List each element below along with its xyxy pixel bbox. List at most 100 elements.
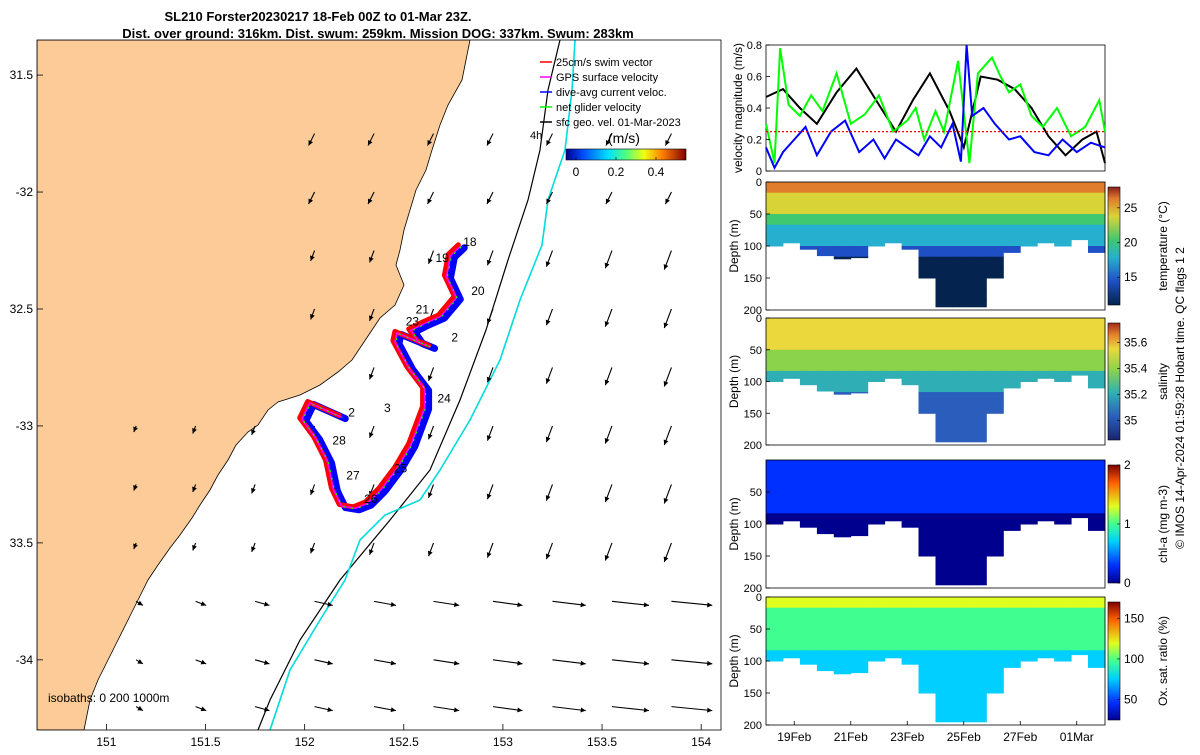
velocity-line: [765, 48, 1106, 164]
section-cell: [1071, 607, 1089, 619]
section-cell: [969, 349, 987, 361]
section-cell: [1003, 481, 1021, 493]
surface-vector-head: [486, 318, 492, 324]
section-cell: [986, 203, 1004, 215]
section-cell: [1088, 182, 1106, 194]
time-tick-label: 01Mar: [1060, 730, 1094, 744]
section-cell: [884, 629, 902, 641]
surface-vector-head: [663, 381, 669, 387]
section-cell: [833, 381, 852, 393]
map-legend: 25cm/s swim vector GPS surface velocity …: [530, 57, 687, 179]
section-cell: [850, 224, 869, 236]
map-colorbar: [565, 148, 687, 161]
section-cell: [816, 470, 835, 482]
section-cell: [918, 607, 936, 619]
section-cell: [1088, 214, 1106, 226]
section-cell: [952, 650, 970, 662]
section-cell: [918, 224, 936, 236]
surface-vector-head: [263, 601, 270, 607]
section-cell: [1037, 192, 1055, 204]
section-cell: [816, 235, 835, 247]
section-cell: [783, 629, 801, 641]
section-cell: [969, 470, 987, 482]
surface-vector-head: [546, 139, 551, 146]
section-cell: [833, 481, 852, 493]
section-cell: [901, 318, 919, 330]
section-cell: [1020, 192, 1038, 204]
section-cell: [783, 203, 801, 215]
section-cell: [766, 328, 784, 340]
section-cell: [783, 502, 801, 514]
section-cell: [918, 203, 936, 215]
section-cell: [952, 328, 970, 340]
section-cell: [850, 192, 869, 204]
surface-vector: [611, 600, 650, 606]
gps-velocity-track: [300, 245, 461, 510]
section-cell: [816, 328, 835, 340]
section-cell: [1020, 492, 1038, 504]
imos-credit: © IMOS 14-Apr-2024 01:59:28 Hobart time.…: [1173, 247, 1187, 549]
section-cell: [1020, 328, 1038, 340]
section-cell: [1054, 502, 1072, 514]
section-cell: [783, 224, 801, 236]
section-cell: [1020, 318, 1038, 330]
section-cell: [952, 214, 970, 226]
section-colorbar: [1107, 322, 1121, 441]
map-x-tick-label: 153: [493, 735, 513, 749]
section-cell: [1003, 618, 1021, 630]
section-cell: [816, 607, 835, 619]
section-cell: [1054, 618, 1072, 630]
section-cell: [766, 502, 784, 514]
section-cell: [816, 203, 835, 215]
section-cell: [918, 650, 936, 662]
section-cell: [969, 339, 987, 351]
section-cell: [1037, 224, 1055, 236]
section-cell: [850, 381, 869, 393]
section-cell: [935, 597, 953, 609]
section-cell: [816, 661, 835, 672]
section-cell: [884, 224, 902, 236]
section-cell: [952, 182, 970, 194]
map-y-tick-label: -34: [16, 653, 34, 667]
section-cell: [1003, 470, 1021, 482]
section-cell: [1071, 360, 1089, 372]
section-cell: [1003, 502, 1021, 514]
section-cell: [901, 381, 919, 386]
section-cell: [901, 192, 919, 204]
surface-vector-head: [604, 555, 610, 561]
surface-vector-head: [427, 492, 433, 498]
surface-vector-head: [663, 264, 669, 270]
section-cell: [850, 318, 869, 330]
section-cell: [901, 629, 919, 641]
section-cell: [1088, 246, 1106, 253]
section-cell: [1003, 597, 1021, 609]
surface-vector-head: [368, 198, 373, 205]
day-label: 28: [332, 434, 346, 448]
surface-vector: [671, 659, 713, 665]
surface-vector-head: [486, 259, 492, 266]
surface-vector-head: [545, 261, 551, 267]
section-cell: [816, 224, 835, 236]
section-colorbar-tick-label: 35: [1124, 414, 1138, 428]
day-label: 20: [471, 284, 485, 298]
legend-4h-label: 4h: [530, 130, 542, 142]
section-cell: [867, 370, 886, 382]
section-cell: [799, 318, 818, 330]
section-y-tick-label: 50: [750, 624, 762, 636]
section-y-tick-label: 150: [744, 408, 762, 420]
surface-vector-head: [327, 601, 333, 607]
section-cell: [833, 235, 852, 247]
section-cell: [918, 629, 936, 641]
section-cell: [799, 339, 818, 351]
section-cell: [969, 524, 987, 536]
section-cell: [816, 639, 835, 651]
surface-vector: [611, 706, 650, 712]
section-cell: [1020, 182, 1038, 194]
section-ylabel: Depth (m): [727, 497, 741, 550]
section-cell: [1037, 481, 1055, 493]
section-cell: [850, 492, 869, 504]
section-cell: [1003, 192, 1021, 204]
section-cell: [799, 235, 818, 247]
section-cell: [986, 629, 1004, 641]
section-cell: [766, 492, 784, 504]
